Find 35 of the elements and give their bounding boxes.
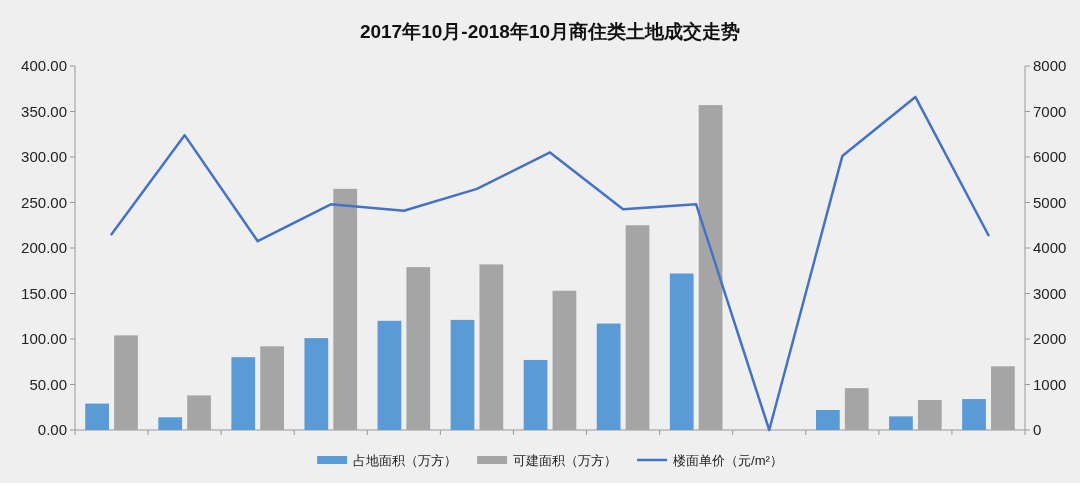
y-tick-label: 250.00 xyxy=(21,193,67,211)
legend-label: 占地面积（万方） xyxy=(353,453,458,468)
y2-tick-label: 0 xyxy=(1033,421,1042,438)
y-tick-label: 100.00 xyxy=(21,330,67,347)
chart-title: 2017年10月-2018年10月商住类土地成交走势 xyxy=(359,21,741,42)
y-tick-label: 200.00 xyxy=(21,239,67,256)
y-tick-label: 300.00 xyxy=(21,148,67,165)
bar xyxy=(816,409,840,430)
y2-tick-label: 7000 xyxy=(1033,102,1067,120)
y2-tick-label: 2000 xyxy=(1033,330,1067,347)
y2-tick-label: 6000 xyxy=(1033,148,1067,165)
y2-tick-label: 4000 xyxy=(1033,239,1067,256)
y-tick-label: 0.00 xyxy=(37,421,67,438)
bar xyxy=(304,338,329,430)
bar xyxy=(596,323,621,430)
bar xyxy=(377,320,402,430)
y2-tick-label: 8000 xyxy=(1033,57,1067,74)
bar xyxy=(523,359,548,430)
bar xyxy=(158,417,183,430)
bar xyxy=(889,416,913,430)
y-tick-label: 350.00 xyxy=(21,102,67,120)
y2-tick-label: 1000 xyxy=(1033,375,1067,393)
y2-tick-label: 3000 xyxy=(1033,284,1067,302)
bar xyxy=(85,403,109,430)
y2-tick-label: 5000 xyxy=(1033,193,1067,211)
bar xyxy=(231,357,256,430)
line-series xyxy=(110,95,990,432)
bar xyxy=(962,399,986,430)
bar xyxy=(450,319,475,430)
bar xyxy=(669,273,694,430)
y-tick-label: 50.00 xyxy=(29,375,67,393)
y-tick-label: 150.00 xyxy=(21,284,67,302)
legend-label: 可建面积（万方） xyxy=(513,453,618,468)
y-tick-label: 400.00 xyxy=(21,57,67,74)
legend-label: 楼面单价（元/m²） xyxy=(673,453,783,468)
